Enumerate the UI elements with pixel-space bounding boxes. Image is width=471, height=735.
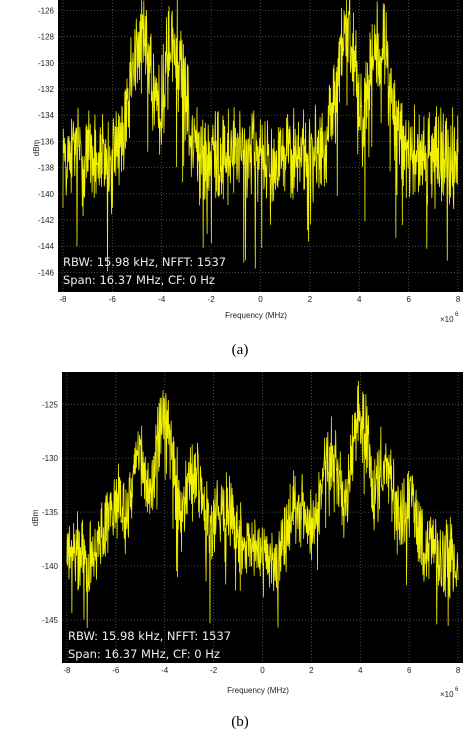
a-y-tick-label: -134 <box>38 111 55 120</box>
chart-b-caption: (b) <box>231 714 249 730</box>
chart-a: RBW: 15.98 kHz, NFFT: 1537 Span: 16.37 M… <box>32 0 463 358</box>
chart-b-annotation-span: Span: 16.37 MHz, CF: 0 Hz <box>68 647 220 661</box>
a-y-tick-label: -140 <box>38 190 55 199</box>
a-x-tick-label: -6 <box>109 295 117 304</box>
chart-b: RBW: 15.98 kHz, NFFT: 1537 Span: 16.37 M… <box>31 372 463 730</box>
a-x-tick-label: 0 <box>258 295 263 304</box>
b-x-tick-label: 8 <box>456 666 461 675</box>
a-y-tick-label: -144 <box>38 242 55 251</box>
chart-a-caption: (a) <box>232 342 249 358</box>
chart-b-trace <box>66 380 459 628</box>
chart-a-x-label: Frequency (MHz) <box>225 311 287 320</box>
chart-b-x-ticks: -8 -6 -4 -2 0 2 4 6 8 <box>63 666 461 675</box>
b-y-tick-label: -135 <box>42 508 59 517</box>
b-y-tick-label: -145 <box>42 616 59 625</box>
a-y-tick-label: -138 <box>38 164 55 173</box>
b-y-tick-label: -140 <box>42 562 59 571</box>
b-x-tick-label: -2 <box>210 666 218 675</box>
chart-a-y-label: dBm <box>32 139 41 156</box>
a-x-tick-label: -4 <box>158 295 166 304</box>
a-y-tick-label: -126 <box>38 6 55 15</box>
b-x-tick-label: 0 <box>260 666 265 675</box>
a-y-tick-label: -130 <box>38 59 55 68</box>
a-y-tick-label: -146 <box>38 268 55 277</box>
a-x-tick-label: 8 <box>456 295 461 304</box>
a-y-tick-label: -136 <box>38 137 55 146</box>
a-y-tick-label: -128 <box>38 33 55 42</box>
a-x-tick-label: 2 <box>308 295 313 304</box>
a-x-tick-label: 6 <box>406 295 411 304</box>
b-x-tick-label: -8 <box>63 666 71 675</box>
chart-b-x-exponent: ×10 <box>440 690 454 699</box>
chart-b-x-label: Frequency (MHz) <box>227 686 289 695</box>
b-y-tick-label: -125 <box>42 400 59 409</box>
chart-a-annotation-rbw: RBW: 15.98 kHz, NFFT: 1537 <box>63 255 226 269</box>
chart-b-annotation-rbw: RBW: 15.98 kHz, NFFT: 1537 <box>68 629 231 643</box>
a-x-tick-label: -2 <box>208 295 216 304</box>
b-x-tick-label: 4 <box>358 666 363 675</box>
chart-a-x-exponent: ×10 <box>440 315 454 324</box>
a-x-tick-label: -8 <box>59 295 67 304</box>
chart-a-y-ticks: -146 -144 -142 -140 -138 -136 -134 -132 -130 -128… <box>38 6 55 277</box>
a-x-tick-label: 4 <box>357 295 362 304</box>
b-x-tick-label: -6 <box>112 666 120 675</box>
chart-a-trace <box>62 0 459 272</box>
chart-b-y-label: dBm <box>31 509 40 526</box>
chart-a-grid <box>58 0 463 292</box>
b-x-tick-label: 6 <box>407 666 412 675</box>
b-x-tick-label: -4 <box>161 666 169 675</box>
a-y-tick-label: -132 <box>38 85 55 94</box>
chart-b-x-exponent-power: 6 <box>455 687 459 693</box>
b-x-tick-label: 2 <box>309 666 314 675</box>
b-y-tick-label: -130 <box>42 454 59 463</box>
chart-b-y-ticks: -145 -140 -135 -130 -125 <box>42 400 59 625</box>
chart-a-annotation-span: Span: 16.37 MHz, CF: 0 Hz <box>63 273 215 287</box>
a-y-tick-label: -142 <box>38 216 55 225</box>
chart-a-x-exponent-power: 6 <box>455 312 459 318</box>
chart-a-x-ticks: -8 -6 -4 -2 0 2 4 6 8 <box>59 295 460 304</box>
